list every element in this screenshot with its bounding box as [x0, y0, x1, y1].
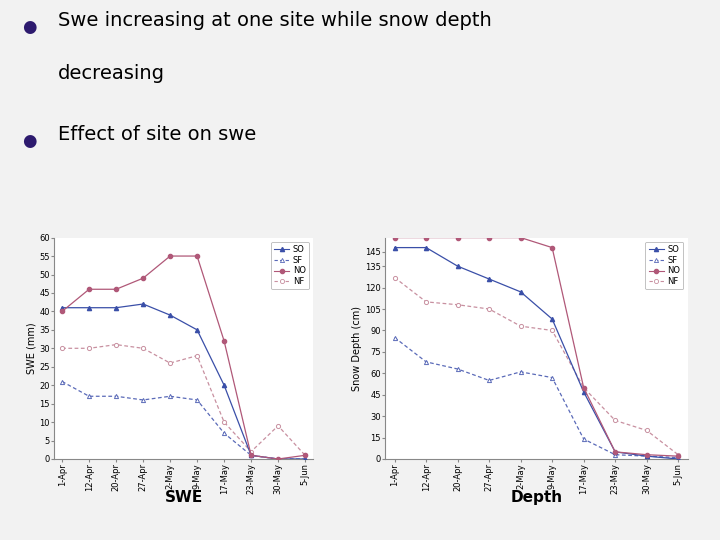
Text: ●: ● [22, 18, 36, 36]
Text: Depth: Depth [510, 490, 562, 505]
Text: SWE: SWE [164, 490, 203, 505]
Legend: SO, SF, NO, NF: SO, SF, NO, NF [271, 242, 309, 289]
Text: Swe increasing at one site while snow depth: Swe increasing at one site while snow de… [58, 11, 491, 30]
Legend: SO, SF, NO, NF: SO, SF, NO, NF [645, 242, 683, 289]
Text: decreasing: decreasing [58, 64, 165, 83]
Text: ●: ● [22, 132, 36, 150]
Text: Effect of site on swe: Effect of site on swe [58, 125, 256, 144]
Y-axis label: SWE (mm): SWE (mm) [27, 322, 37, 374]
Y-axis label: Snow Depth (cm): Snow Depth (cm) [352, 306, 362, 391]
